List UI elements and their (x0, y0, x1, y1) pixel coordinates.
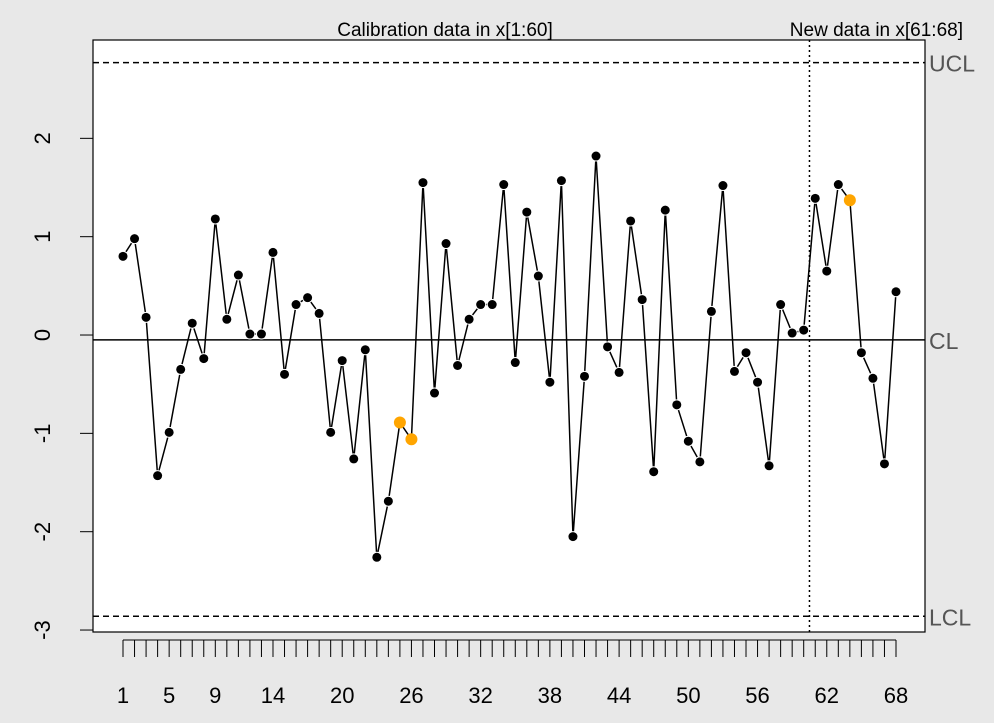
point (255, 328, 267, 340)
point (867, 372, 879, 384)
point (267, 246, 279, 258)
point (832, 179, 844, 191)
point (602, 341, 614, 353)
limit-label: UCL (929, 51, 975, 77)
point (348, 453, 360, 465)
x-tick-label: 68 (884, 683, 908, 708)
point (209, 213, 221, 225)
chart-title: Calibration data in x[1:60] (337, 20, 552, 41)
x-tick-label: 9 (209, 683, 221, 708)
point (509, 357, 521, 369)
point (717, 180, 729, 192)
point (625, 215, 637, 227)
point (221, 313, 233, 325)
point (429, 387, 441, 399)
point (279, 368, 291, 380)
point (129, 233, 141, 245)
y-tick-label: 2 (30, 132, 55, 144)
point (878, 458, 890, 470)
point (405, 433, 418, 446)
y-tick-label: -3 (30, 620, 55, 640)
point (232, 269, 244, 281)
point (152, 470, 164, 482)
x-tick-label: 32 (468, 683, 492, 708)
point (613, 366, 625, 378)
point (682, 435, 694, 447)
x-tick-label: 20 (330, 683, 354, 708)
y-tick-label: -1 (30, 424, 55, 444)
limit-label: CL (929, 328, 959, 354)
point (578, 370, 590, 382)
point (775, 299, 787, 311)
point (590, 150, 602, 162)
plot-area (92, 39, 926, 633)
point (440, 238, 452, 250)
point (752, 376, 764, 388)
y-tick-label: -2 (30, 522, 55, 542)
chart-subtitle: New data in x[61:68] (790, 20, 963, 41)
point (140, 311, 152, 323)
x-tick-label: 56 (745, 683, 769, 708)
y-tick-label: 0 (30, 329, 55, 341)
point (163, 426, 175, 438)
y-tick-label: 1 (30, 231, 55, 243)
x-tick-label: 44 (607, 683, 631, 708)
point (393, 416, 406, 429)
x-tick-label: 50 (676, 683, 700, 708)
point (659, 204, 671, 216)
point (694, 456, 706, 468)
point (855, 347, 867, 359)
point (175, 363, 187, 375)
point (336, 355, 348, 367)
point (117, 250, 129, 262)
point (325, 426, 337, 438)
point (798, 324, 810, 336)
point (486, 299, 498, 311)
limit-label: LCL (929, 604, 971, 630)
point (359, 344, 371, 356)
x-tick-label: 14 (261, 683, 285, 708)
point (417, 177, 429, 189)
point (290, 299, 302, 311)
point (544, 376, 556, 388)
point (809, 192, 821, 204)
point (452, 360, 464, 372)
point (475, 299, 487, 311)
x-tick-label: 62 (815, 683, 839, 708)
x-tick-label: 38 (538, 683, 562, 708)
point (705, 305, 717, 317)
point (302, 292, 314, 304)
point (244, 328, 256, 340)
point (843, 194, 856, 207)
point (890, 286, 902, 298)
point (555, 175, 567, 187)
point (532, 270, 544, 282)
point (648, 466, 660, 478)
point (498, 179, 510, 191)
x-tick-label: 1 (117, 683, 129, 708)
point (763, 460, 775, 472)
point (463, 313, 475, 325)
x-tick-label: 26 (399, 683, 423, 708)
point (671, 399, 683, 411)
point (728, 365, 740, 377)
x-tick-label: 5 (163, 683, 175, 708)
point (186, 317, 198, 329)
point (371, 551, 383, 563)
point (382, 495, 394, 507)
point (198, 353, 210, 365)
point (740, 347, 752, 359)
point (521, 206, 533, 218)
point (636, 294, 648, 306)
point (313, 307, 325, 319)
point (821, 265, 833, 277)
point (567, 531, 579, 543)
point (786, 327, 798, 339)
